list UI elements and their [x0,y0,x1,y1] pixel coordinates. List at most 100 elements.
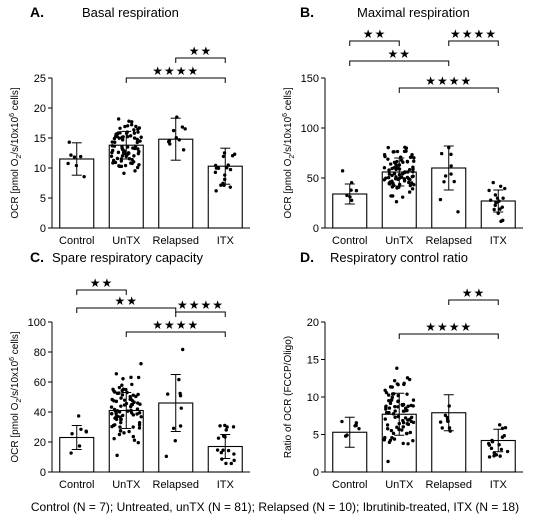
data-point [112,407,117,412]
data-point [395,186,399,190]
data-point [388,162,393,166]
data-point [391,181,395,186]
significance-stars: ★★ [114,294,138,308]
data-point [409,415,414,420]
data-point [390,385,394,389]
data-point [171,128,176,133]
data-point [117,432,122,437]
data-point [407,180,411,185]
data-point [220,457,224,461]
data-point [490,440,495,444]
y-tick-label: 0 [313,223,319,235]
category-label: ITX [490,235,508,247]
data-point [386,393,391,397]
data-point [402,149,407,154]
data-point [129,375,133,380]
data-point [127,429,131,434]
data-point [115,391,120,396]
data-point [449,152,453,157]
panel-letter: C. [30,249,44,265]
data-point [72,155,77,159]
data-point [385,427,390,431]
panel-title: Spare respiratory capacity [52,250,204,265]
data-point [408,177,412,182]
significance-bracket [125,77,226,83]
data-point [386,459,390,464]
data-point [121,387,126,391]
significance-stars: ★★★★ [152,64,199,78]
data-point [223,177,227,182]
data-point [69,153,73,157]
significance-bracket [398,87,499,93]
data-point [443,413,448,418]
data-point [410,174,414,179]
category-label: Relapsed [426,235,472,247]
data-point [119,396,123,400]
significance-stars: ★★ [387,47,411,61]
data-point [395,164,399,168]
data-point [139,362,143,366]
data-point [401,441,405,446]
data-point [443,174,448,178]
data-point [122,431,126,435]
data-point [340,419,344,424]
data-point [403,416,408,420]
data-point [401,195,405,199]
data-point [119,420,123,425]
category-label: UnTX [385,235,414,247]
data-point [411,398,416,402]
significance-bracket [398,333,499,339]
category-label: UnTX [112,479,141,491]
data-point [386,157,390,161]
data-point [386,175,391,180]
data-point [130,399,135,403]
data-point [408,183,413,188]
data-point [118,131,122,135]
data-point [405,175,410,180]
y-axis-label: OCR [pmol O2/s/10x106 cells] [282,87,296,218]
data-point [389,398,393,403]
data-point [178,424,183,428]
significance-stars: ★★★★ [177,298,224,312]
data-point [456,210,460,214]
data-point [118,126,122,131]
data-point [224,428,228,432]
data-point [391,194,395,198]
panel-title: Maximal respiration [357,5,470,20]
data-point [132,128,136,132]
data-point [345,433,349,437]
data-point [345,193,349,198]
data-point [125,124,130,128]
data-point [382,438,386,442]
data-point [392,437,397,441]
data-point [117,164,121,168]
data-point [114,372,119,376]
data-point [117,385,122,390]
data-point [384,176,388,180]
data-point [399,175,404,179]
data-point [357,426,361,431]
data-point [122,398,127,402]
data-point [120,135,124,140]
data-point [113,160,118,165]
y-tick-label: 80 [34,347,46,359]
data-point [493,193,498,197]
data-point [132,131,137,135]
data-point [406,442,410,446]
data-point [111,148,115,153]
data-point [120,393,125,397]
data-point [223,173,227,177]
panel-a: A. Basal respiration 0 5 10 15 20 25 OCR [pmol O… [9,4,250,247]
data-point [135,412,139,416]
data-point [500,205,505,209]
data-point [173,439,177,443]
data-point [67,140,71,144]
data-point [499,447,504,452]
data-point [112,389,116,393]
panel-d: D. Respiratory control ratio 0 5 10 15 20 Ratio… [283,249,523,491]
data-point [390,173,394,178]
data-point [139,415,143,419]
data-point [128,134,133,138]
data-point [119,164,124,169]
